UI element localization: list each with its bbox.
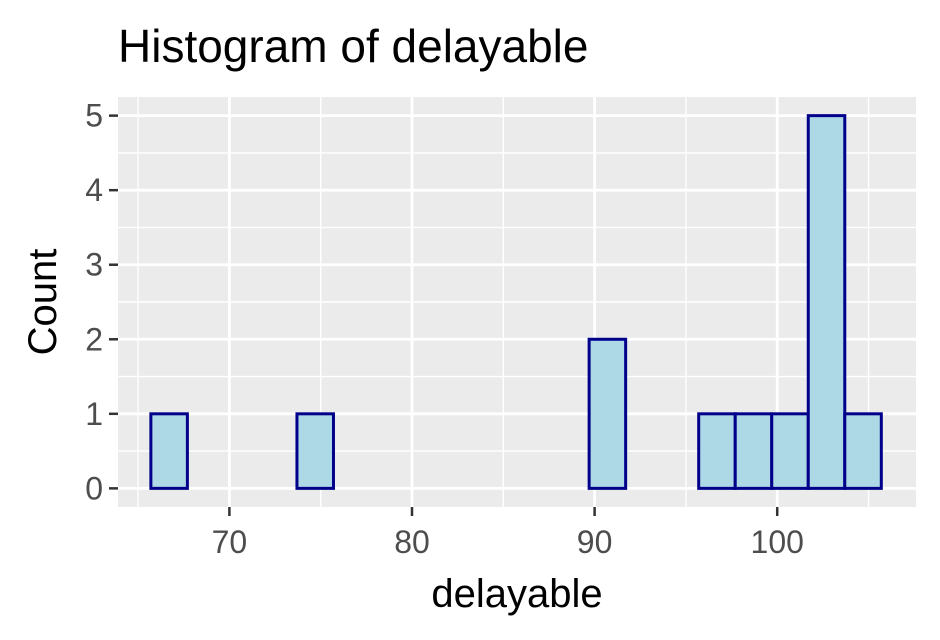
y-tick-label: 4 bbox=[85, 172, 103, 208]
histogram-bar bbox=[770, 412, 810, 490]
x-tick-label: 70 bbox=[212, 524, 248, 560]
histogram-bar bbox=[587, 337, 628, 490]
major-gridlines bbox=[118, 97, 916, 507]
y-axis-title: Count bbox=[21, 249, 65, 356]
minor-gridlines bbox=[118, 97, 916, 507]
x-axis: 70 80 90 100 bbox=[212, 507, 804, 560]
x-tick-label: 80 bbox=[394, 524, 430, 560]
y-tick-label: 1 bbox=[85, 396, 103, 432]
y-tick-label: 2 bbox=[85, 321, 103, 357]
histogram-bar bbox=[697, 412, 737, 490]
x-tick-label: 100 bbox=[751, 524, 804, 560]
histogram-bar bbox=[149, 412, 189, 490]
y-axis: 0 1 2 3 4 5 bbox=[85, 98, 118, 506]
histogram-bar bbox=[843, 412, 883, 490]
y-tick-label: 0 bbox=[85, 470, 103, 506]
y-tick-label: 3 bbox=[85, 247, 103, 283]
y-tick-label: 5 bbox=[85, 98, 103, 134]
chart-title: Histogram of delayable bbox=[118, 20, 588, 72]
histogram-bar bbox=[295, 412, 335, 490]
x-axis-title: delayable bbox=[431, 572, 602, 616]
histogram-bar bbox=[806, 114, 847, 490]
x-tick-label: 90 bbox=[577, 524, 613, 560]
histogram-bar bbox=[733, 412, 774, 490]
histogram-bars bbox=[149, 114, 883, 490]
